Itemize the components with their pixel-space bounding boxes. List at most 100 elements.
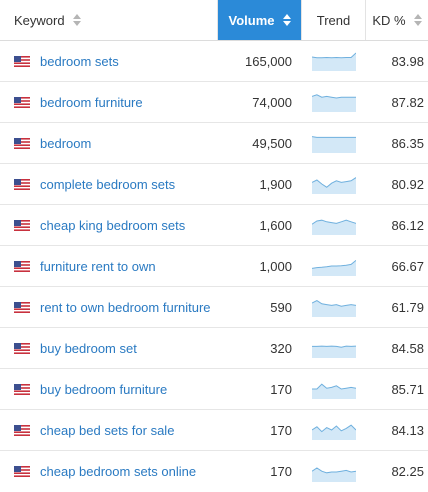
- kd-value: 85.71: [391, 381, 424, 397]
- kd-value: 80.92: [391, 176, 424, 192]
- table-row: bedroom furniture 74,000 87.82: [0, 82, 428, 123]
- us-flag-icon: [14, 96, 30, 108]
- trend-sparkline: [312, 177, 356, 194]
- kd-value: 87.82: [391, 94, 424, 110]
- volume-value: 170: [270, 464, 292, 479]
- keyword-link[interactable]: complete bedroom sets: [40, 176, 176, 192]
- trend-cell: [302, 164, 366, 204]
- kd-value: 86.12: [391, 217, 424, 233]
- us-flag-icon: [14, 342, 30, 354]
- kd-value: 84.13: [391, 422, 424, 438]
- trend-cell: [302, 123, 366, 163]
- us-flag-icon: [14, 55, 30, 67]
- trend-cell: [302, 328, 366, 368]
- keyword-cell: bedroom: [0, 123, 218, 163]
- keyword-link[interactable]: bedroom sets: [40, 53, 119, 69]
- trend-cell: [302, 246, 366, 286]
- trend-line: [312, 383, 356, 390]
- trend-sparkline: [312, 345, 356, 358]
- volume-value: 165,000: [245, 53, 292, 69]
- kd-value: 66.67: [391, 258, 424, 274]
- keyword-link[interactable]: cheap bedroom sets online: [40, 464, 197, 479]
- volume-value: 1,000: [259, 258, 292, 274]
- sort-icon[interactable]: [72, 14, 81, 26]
- volume-value: 170: [270, 422, 292, 438]
- trend-area: [312, 220, 356, 235]
- keyword-cell: cheap bed sets for sale: [0, 410, 218, 450]
- column-header-trend-label: Trend: [316, 12, 351, 28]
- kd-value: 86.35: [391, 135, 424, 151]
- table-row: rent to own bedroom furniture 590 61.79: [0, 287, 428, 328]
- trend-area: [312, 300, 356, 317]
- trend-line: [312, 177, 356, 188]
- table-body: bedroom sets 165,000 83.98 bedroom furni…: [0, 41, 428, 492]
- sort-icon[interactable]: [413, 14, 422, 26]
- volume-value: 170: [270, 381, 292, 397]
- trend-cell: [302, 369, 366, 409]
- column-header-volume-label: Volume: [228, 12, 275, 28]
- trend-cell: [302, 41, 366, 81]
- column-header-volume[interactable]: Volume: [218, 0, 302, 40]
- trend-sparkline: [312, 466, 356, 482]
- trend-area: [312, 425, 356, 440]
- trend-line: [312, 52, 356, 59]
- column-header-kd[interactable]: KD %: [366, 0, 428, 40]
- keyword-link[interactable]: bedroom: [40, 135, 92, 151]
- table-row: complete bedroom sets 1,900 80.92: [0, 164, 428, 205]
- us-flag-icon: [14, 219, 30, 231]
- kd-value: 84.58: [391, 340, 424, 356]
- keyword-cell: rent to own bedroom furniture: [0, 287, 218, 327]
- us-flag-icon: [14, 178, 30, 190]
- keyword-cell: buy bedroom furniture: [0, 369, 218, 409]
- volume-value: 74,000: [252, 94, 292, 110]
- us-flag-icon: [14, 466, 30, 477]
- keyword-link[interactable]: buy bedroom furniture: [40, 381, 168, 397]
- table-row: cheap king bedroom sets 1,600 86.12: [0, 205, 428, 246]
- trend-cell: [302, 205, 366, 245]
- column-header-trend: Trend: [302, 0, 366, 40]
- trend-area: [312, 260, 356, 276]
- table-row: buy bedroom furniture 170 85.71: [0, 369, 428, 410]
- trend-sparkline: [312, 136, 356, 153]
- trend-sparkline: [312, 383, 356, 399]
- trend-sparkline: [312, 219, 356, 235]
- kd-value: 61.79: [391, 299, 424, 315]
- us-flag-icon: [14, 301, 30, 313]
- table-row: cheap bedroom sets online 170 82.25: [0, 451, 428, 492]
- sort-icon[interactable]: [282, 14, 291, 26]
- us-flag-icon: [14, 383, 30, 395]
- trend-cell: [302, 451, 366, 492]
- keyword-link[interactable]: buy bedroom set: [40, 340, 137, 356]
- trend-cell: [302, 82, 366, 122]
- trend-sparkline: [312, 52, 356, 71]
- trend-line: [312, 345, 356, 348]
- volume-value: 590: [270, 299, 292, 315]
- trend-sparkline: [312, 94, 356, 112]
- trend-line: [312, 260, 356, 269]
- trend-area: [312, 467, 356, 482]
- keyword-link[interactable]: cheap bed sets for sale: [40, 422, 175, 438]
- table-row: bedroom 49,500 86.35: [0, 123, 428, 164]
- table-row: cheap bed sets for sale 170 84.13: [0, 410, 428, 451]
- volume-value: 49,500: [252, 135, 292, 151]
- keyword-cell: cheap king bedroom sets: [0, 205, 218, 245]
- trend-line: [312, 300, 356, 307]
- table-row: bedroom sets 165,000 83.98: [0, 41, 428, 82]
- column-header-keyword[interactable]: Keyword: [0, 0, 218, 40]
- us-flag-icon: [14, 424, 30, 436]
- column-header-keyword-label: Keyword: [14, 12, 65, 28]
- keyword-link[interactable]: furniture rent to own: [40, 258, 156, 274]
- trend-area: [312, 346, 356, 358]
- keyword-link[interactable]: rent to own bedroom furniture: [40, 299, 211, 315]
- trend-area: [312, 177, 356, 194]
- keyword-link[interactable]: bedroom furniture: [40, 94, 143, 110]
- trend-area: [312, 136, 356, 153]
- trend-area: [312, 94, 356, 112]
- keyword-cell: buy bedroom set: [0, 328, 218, 368]
- keyword-cell: furniture rent to own: [0, 246, 218, 286]
- keyword-link[interactable]: cheap king bedroom sets: [40, 217, 186, 233]
- trend-area: [312, 384, 356, 399]
- volume-value: 320: [270, 340, 292, 356]
- kd-value: 82.25: [391, 464, 424, 479]
